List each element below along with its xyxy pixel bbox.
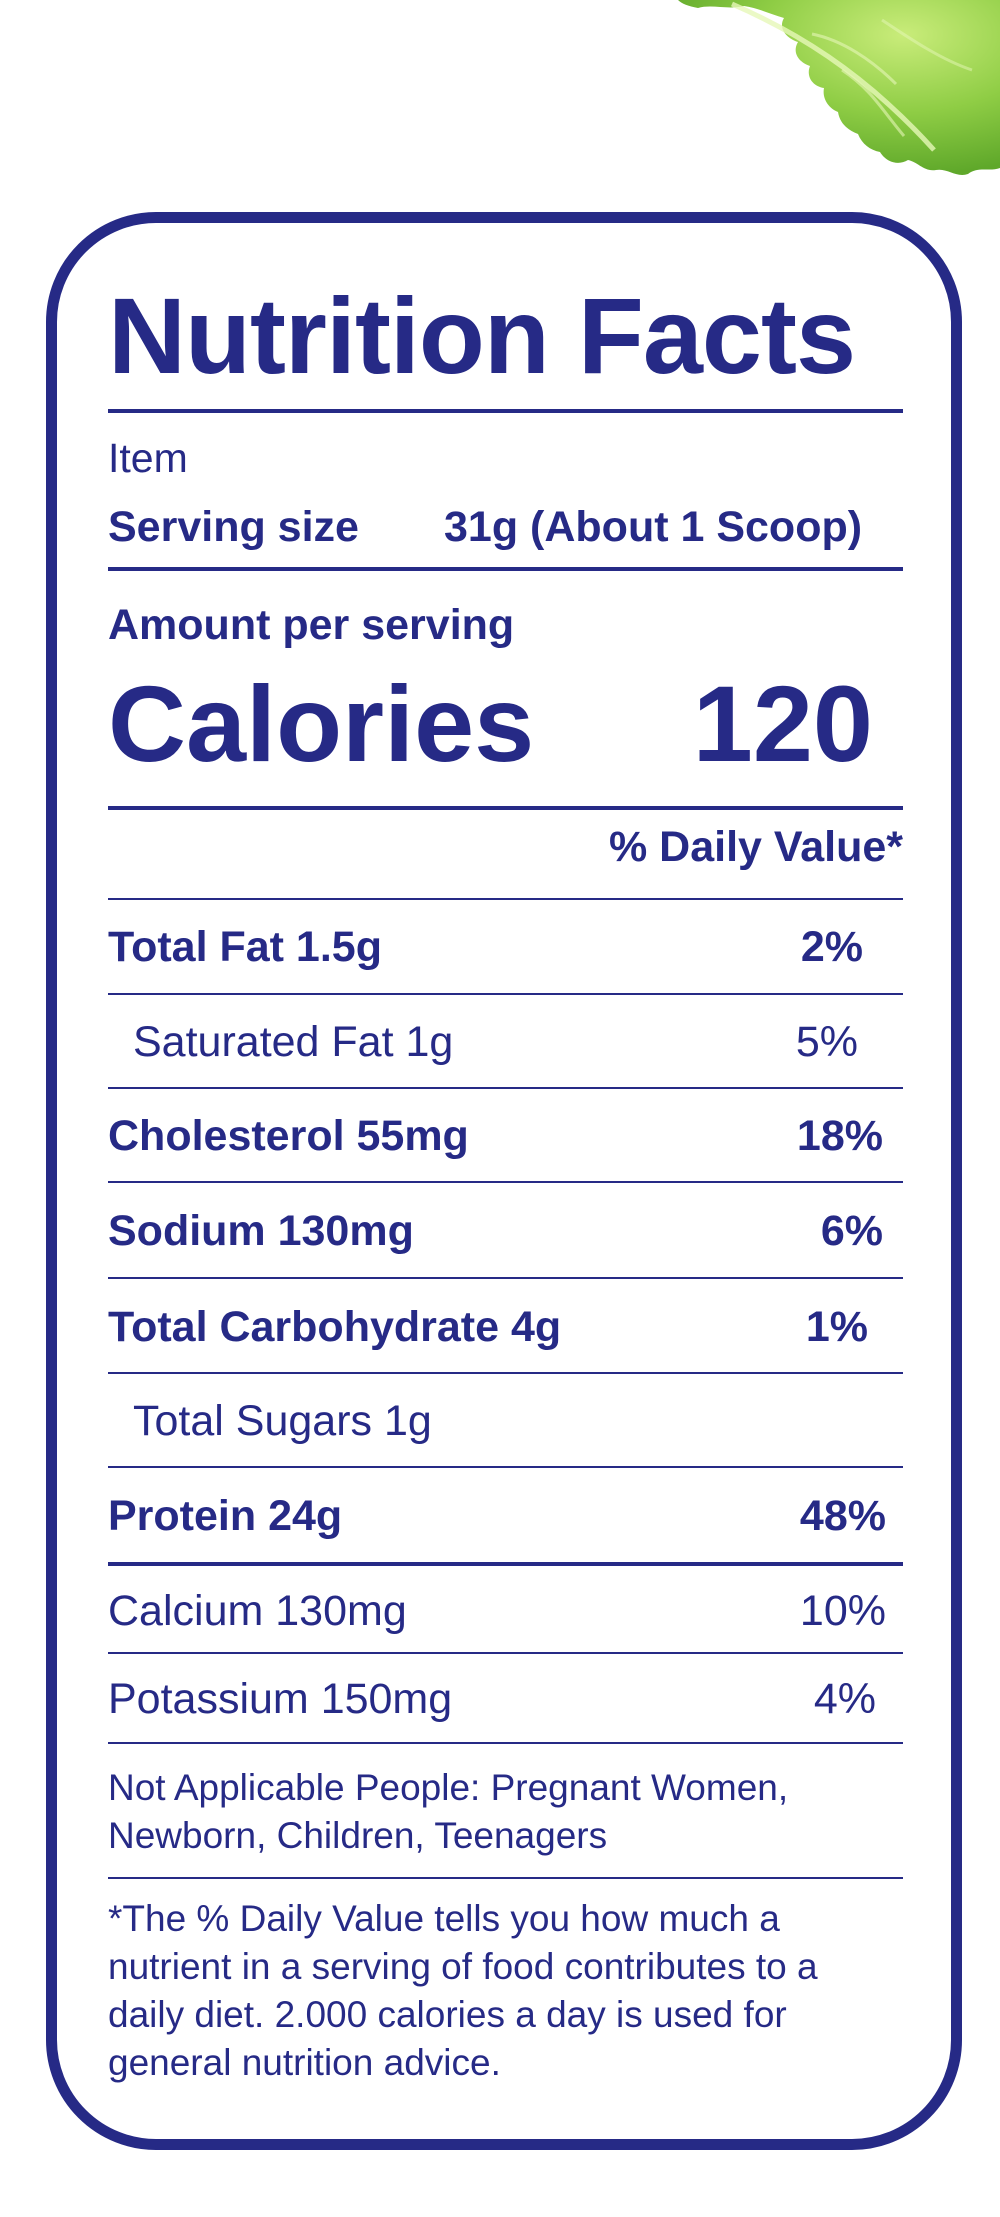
- nutrient-dv-calcium: 10%: [799, 1587, 886, 1635]
- divider: [108, 409, 903, 413]
- nutrient-dv-protein: 48%: [799, 1492, 886, 1540]
- nutrient-label-total-fat: Total Fat 1.5g: [108, 923, 382, 971]
- item-label: Item: [108, 435, 188, 481]
- nutrient-label-cholesterol: Cholesterol 55mg: [108, 1112, 469, 1160]
- divider: [108, 1877, 903, 1879]
- amount-per-serving: Amount per serving: [108, 601, 515, 649]
- divider: [108, 1181, 903, 1183]
- daily-value-header: % Daily Value*: [609, 823, 903, 871]
- divider: [108, 898, 903, 900]
- nutrient-label-sodium: Sodium 130mg: [108, 1207, 414, 1255]
- divider: [108, 806, 903, 810]
- nutrient-dv-cholesterol: 18%: [796, 1112, 883, 1160]
- divider: [108, 567, 903, 571]
- nutrition-label-frame: [46, 212, 962, 2150]
- serving-size-label: Serving size: [108, 503, 359, 551]
- nutrient-dv-potassium: 4%: [813, 1675, 876, 1723]
- serving-size-value: 31g (About 1 Scoop): [444, 503, 863, 551]
- nutrient-label-calcium: Calcium 130mg: [108, 1587, 407, 1635]
- divider: [108, 993, 903, 995]
- divider: [108, 1277, 903, 1279]
- nutrient-dv-total-fat: 2%: [800, 923, 863, 971]
- divider: [108, 1466, 903, 1468]
- divider: [108, 1562, 903, 1566]
- nutrient-label-total-carbohydrate: Total Carbohydrate 4g: [108, 1303, 562, 1351]
- nutrient-label-potassium: Potassium 150mg: [108, 1675, 453, 1723]
- divider: [108, 1372, 903, 1374]
- nutrient-label-protein: Protein 24g: [108, 1492, 343, 1540]
- daily-value-footnote: *The % Daily Value tells you how much a …: [108, 1898, 818, 2083]
- nutrient-label-total-sugars: Total Sugars 1g: [133, 1397, 432, 1445]
- divider: [108, 1652, 903, 1654]
- calories-value: 120: [692, 663, 873, 784]
- nutrient-dv-total-carbohydrate: 1%: [805, 1303, 868, 1351]
- page-title: Nutrition Facts: [108, 275, 856, 396]
- divider: [108, 1087, 903, 1089]
- nutrient-dv-saturated-fat: 5%: [795, 1018, 858, 1066]
- calories-label: Calories: [108, 663, 535, 784]
- nutrient-label-saturated-fat: Saturated Fat 1g: [133, 1018, 454, 1066]
- divider: [108, 1742, 903, 1744]
- nutrient-dv-sodium: 6%: [820, 1207, 883, 1255]
- lettuce-leaf-image: [678, 0, 1000, 175]
- not-applicable-note: Not Applicable People: Pregnant Women, N…: [108, 1767, 789, 1856]
